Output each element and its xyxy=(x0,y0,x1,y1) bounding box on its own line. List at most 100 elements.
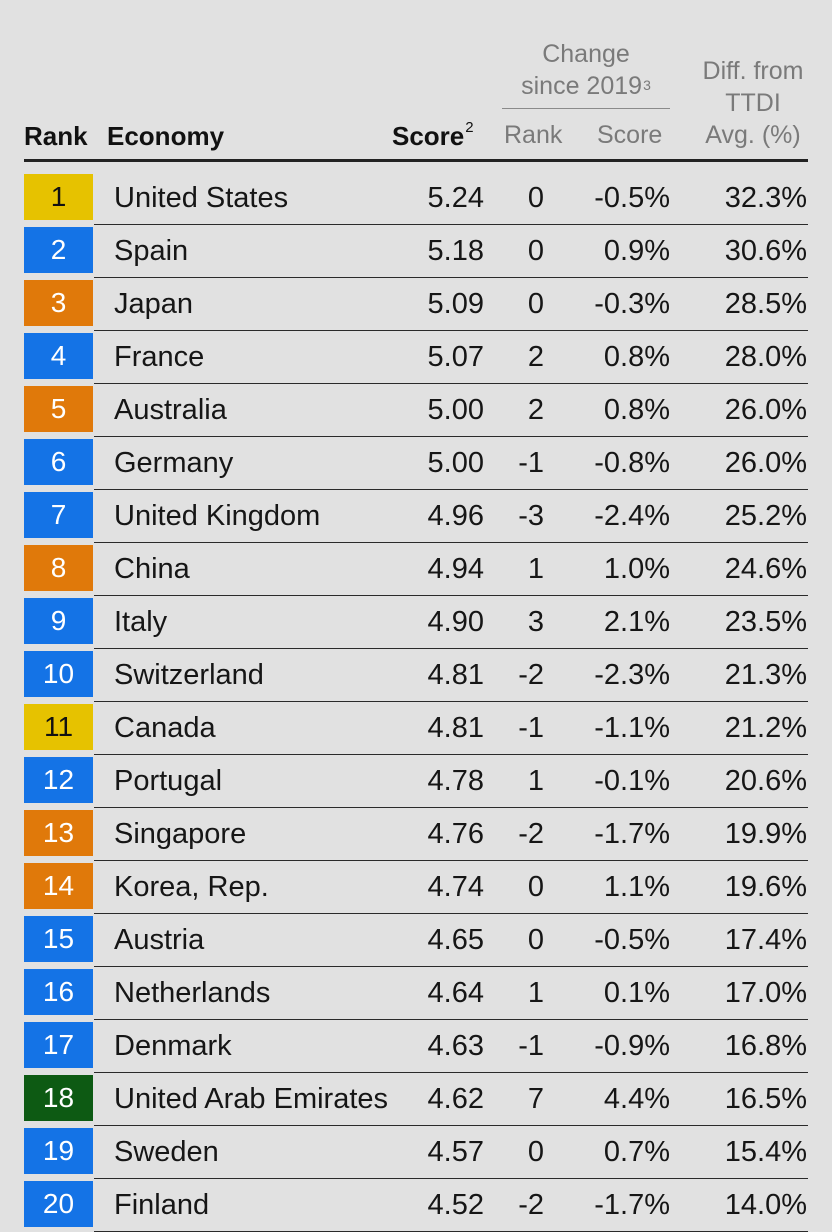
score-value: 5.00 xyxy=(427,447,484,479)
score-change-value: 0.8% xyxy=(603,394,670,426)
rank-badge: 10 xyxy=(24,651,93,697)
score-value: 4.76 xyxy=(427,818,484,850)
header-divider xyxy=(24,159,808,162)
rank-change-value: 0 xyxy=(527,1136,544,1168)
score-value: 4.63 xyxy=(427,1030,484,1062)
score-value: 4.81 xyxy=(427,659,484,691)
rank-change-value: 0 xyxy=(527,235,544,267)
diff-from-average-value: 32.3% xyxy=(724,182,807,214)
score-change-value: -0.5% xyxy=(594,182,670,214)
score-header-footnote: 2 xyxy=(465,119,474,136)
table-row: 18 United Arab Emirates 4.62 7 4.4% 16.5% xyxy=(0,1073,832,1126)
economy-name: Finland xyxy=(114,1189,210,1221)
table-row: 11 Canada 4.81 -1 -1.1% 21.2% xyxy=(0,702,832,755)
economy-name: Canada xyxy=(114,712,216,744)
table-row: 2 Spain 5.18 0 0.9% 30.6% xyxy=(0,225,832,278)
rank-change-value: -2 xyxy=(518,818,544,850)
rank-badge: 8 xyxy=(24,545,93,591)
rank-change-value: -1 xyxy=(518,712,544,744)
score-change-value: 0.8% xyxy=(603,341,670,373)
table-row: 4 France 5.07 2 0.8% 28.0% xyxy=(0,331,832,384)
score-value: 4.90 xyxy=(427,606,484,638)
change-group-divider xyxy=(502,108,670,109)
rank-badge: 17 xyxy=(24,1022,93,1068)
rank-badge: 19 xyxy=(24,1128,93,1174)
rank-change-value: 0 xyxy=(527,182,544,214)
table-row: 14 Korea, Rep. 4.74 0 1.1% 19.6% xyxy=(0,861,832,914)
rank-badge: 4 xyxy=(24,333,93,379)
economy-name: Singapore xyxy=(114,818,247,850)
economy-name: Spain xyxy=(114,235,189,267)
economy-name: Portugal xyxy=(114,765,223,797)
rank-change-value: -2 xyxy=(518,659,544,691)
economy-name: Australia xyxy=(114,394,227,426)
score-change-value: -1.1% xyxy=(594,712,670,744)
rank-badge: 13 xyxy=(24,810,93,856)
rank-change-value: 0 xyxy=(527,871,544,903)
score-value: 4.94 xyxy=(427,553,484,585)
score-change-value: 2.1% xyxy=(603,606,670,638)
score-value: 4.52 xyxy=(427,1189,484,1221)
rank-badge: 3 xyxy=(24,280,93,326)
score-change-value: -0.9% xyxy=(594,1030,670,1062)
score-value: 4.62 xyxy=(427,1083,484,1115)
rank-change-value: -1 xyxy=(518,1030,544,1062)
economy-name: United Arab Emirates xyxy=(114,1083,389,1115)
table-row: 19 Sweden 4.57 0 0.7% 15.4% xyxy=(0,1126,832,1179)
diff-from-average-value: 17.4% xyxy=(724,924,807,956)
rank-change-value: 0 xyxy=(527,288,544,320)
score-value: 5.00 xyxy=(427,394,484,426)
rank-badge: 15 xyxy=(24,916,93,962)
diff-from-average-value: 26.0% xyxy=(724,394,807,426)
rank-change-value: 0 xyxy=(527,924,544,956)
economy-name: United Kingdom xyxy=(114,500,321,532)
score-change-value: -1.7% xyxy=(594,1189,670,1221)
diff-from-average-value: 15.4% xyxy=(724,1136,807,1168)
table-row: 16 Netherlands 4.64 1 0.1% 17.0% xyxy=(0,967,832,1020)
diff-from-average-value: 19.9% xyxy=(724,818,807,850)
change-group-line2: since 20193 xyxy=(500,70,672,102)
rank-column-header: Rank xyxy=(24,121,88,151)
rank-change-value: 1 xyxy=(527,977,544,1009)
score-change-value: -0.3% xyxy=(594,288,670,320)
rank-change-value: 7 xyxy=(527,1083,544,1115)
score-change-value: -0.8% xyxy=(594,447,670,479)
table-row: 5 Australia 5.00 2 0.8% 26.0% xyxy=(0,384,832,437)
economy-name: Japan xyxy=(114,288,194,320)
rank-badge: 12 xyxy=(24,757,93,803)
ranking-table-body: 1 United States 5.24 0 -0.5% 32.3% 2 Spain 5.18 0… xyxy=(0,172,832,1232)
change-group-line1: Change xyxy=(542,40,630,68)
economy-name: Germany xyxy=(114,447,234,479)
score-value: 5.09 xyxy=(427,288,484,320)
score-change-value: 0.9% xyxy=(603,235,670,267)
rank-change-value: -3 xyxy=(518,500,544,532)
economy-name: Netherlands xyxy=(114,977,271,1009)
diff-from-average-value: 28.0% xyxy=(724,341,807,373)
score-value: 4.64 xyxy=(427,977,484,1009)
score-value: 5.18 xyxy=(427,235,484,267)
rank-badge: 5 xyxy=(24,386,93,432)
economy-name: Korea, Rep. xyxy=(114,871,269,903)
diff-header-line1: Diff. from xyxy=(702,57,804,85)
rank-change-value: -2 xyxy=(518,1189,544,1221)
economy-name: United States xyxy=(114,182,289,214)
score-value: 4.81 xyxy=(427,712,484,744)
rank-change-value: 3 xyxy=(527,606,544,638)
rank-badge: 1 xyxy=(24,174,93,220)
economy-name: Switzerland xyxy=(114,659,264,691)
change-score-column-header: Score xyxy=(597,121,663,149)
diff-from-average-value: 24.6% xyxy=(724,553,807,585)
score-change-value: 4.4% xyxy=(603,1083,670,1115)
table-row: 13 Singapore 4.76 -2 -1.7% 19.9% xyxy=(0,808,832,861)
score-header-text: Score xyxy=(392,121,465,151)
table-row: 12 Portugal 4.78 1 -0.1% 20.6% xyxy=(0,755,832,808)
economy-name: Austria xyxy=(114,924,205,956)
rank-badge: 20 xyxy=(24,1181,93,1227)
rank-badge: 14 xyxy=(24,863,93,909)
score-change-value: 1.1% xyxy=(603,871,670,903)
change-group-footnote: 3 xyxy=(643,77,651,93)
score-value: 4.57 xyxy=(427,1136,484,1168)
score-change-value: -1.7% xyxy=(594,818,670,850)
score-change-value: -0.5% xyxy=(594,924,670,956)
diff-header-line2: TTDI xyxy=(725,89,781,117)
